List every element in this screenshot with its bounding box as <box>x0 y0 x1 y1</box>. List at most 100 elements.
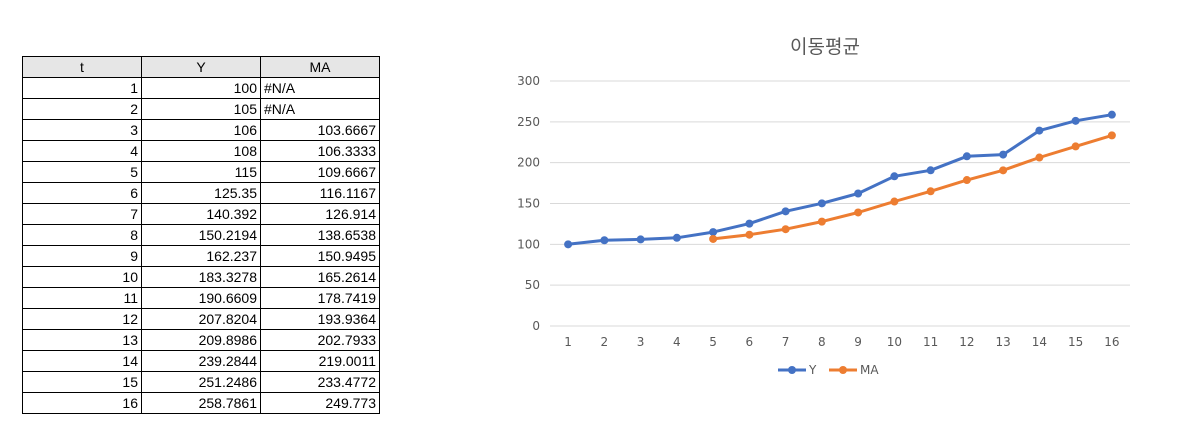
cell-y[interactable]: 209.8986 <box>141 329 261 351</box>
data-point-ma[interactable] <box>1035 153 1044 162</box>
y-tick-label: 250 <box>517 115 540 129</box>
data-point-ma[interactable] <box>781 225 790 234</box>
cell-ma[interactable]: 150.9495 <box>260 245 380 267</box>
cell-ma[interactable]: 193.9364 <box>260 308 380 330</box>
data-point-ma[interactable] <box>817 217 826 226</box>
cell-t[interactable]: 10 <box>22 266 142 288</box>
data-point-ma[interactable] <box>926 187 935 196</box>
table-row: 16 258.7861 249.773 <box>22 392 380 414</box>
cell-y[interactable]: 115 <box>141 161 261 183</box>
cell-ma[interactable]: 233.4772 <box>260 371 380 393</box>
cell-t[interactable]: 12 <box>22 308 142 330</box>
data-point-y[interactable] <box>781 207 790 216</box>
data-point-y[interactable] <box>709 228 718 237</box>
cell-y[interactable]: 207.8204 <box>141 308 261 330</box>
x-tick-label: 11 <box>923 335 938 349</box>
header-ma[interactable]: MA <box>260 56 380 78</box>
x-tick-label: 13 <box>995 335 1010 349</box>
cell-t[interactable]: 15 <box>22 371 142 393</box>
cell-t[interactable]: 6 <box>22 182 142 204</box>
cell-t[interactable]: 7 <box>22 203 142 225</box>
data-point-ma[interactable] <box>1071 142 1080 151</box>
cell-y[interactable]: 190.6609 <box>141 287 261 309</box>
x-tick-label: 16 <box>1104 335 1119 349</box>
cell-ma[interactable]: 249.773 <box>260 392 380 414</box>
table-row: 13 209.8986 202.7933 <box>22 329 380 351</box>
x-tick-label: 15 <box>1068 335 1083 349</box>
cell-t[interactable]: 3 <box>22 119 142 141</box>
cell-ma[interactable]: 103.6667 <box>260 119 380 141</box>
cell-t[interactable]: 4 <box>22 140 142 162</box>
cell-ma[interactable]: 126.914 <box>260 203 380 225</box>
legend[interactable]: Y MA <box>778 363 879 377</box>
series-y[interactable] <box>564 110 1116 249</box>
data-point-y[interactable] <box>854 189 863 198</box>
cell-y[interactable]: 140.392 <box>141 203 261 225</box>
data-point-y[interactable] <box>600 236 609 245</box>
data-point-ma[interactable] <box>999 166 1008 175</box>
data-point-y[interactable] <box>999 150 1008 159</box>
data-point-y[interactable] <box>1071 116 1080 125</box>
cell-ma[interactable]: 116.1167 <box>260 182 380 204</box>
cell-ma[interactable]: #N/A <box>260 98 380 120</box>
cell-y[interactable]: 108 <box>141 140 261 162</box>
x-tick-label: 5 <box>709 335 717 349</box>
legend-item-ma[interactable]: MA <box>829 363 879 377</box>
cell-t[interactable]: 2 <box>22 98 142 120</box>
data-point-y[interactable] <box>636 235 645 244</box>
cell-ma[interactable]: 138.6538 <box>260 224 380 246</box>
data-point-y[interactable] <box>1035 126 1044 135</box>
cell-y[interactable]: 100 <box>141 77 261 99</box>
cell-y[interactable]: 183.3278 <box>141 266 261 288</box>
cell-y[interactable]: 105 <box>141 98 261 120</box>
data-point-ma[interactable] <box>962 176 971 185</box>
data-point-y[interactable] <box>564 240 573 249</box>
cell-y[interactable]: 239.2844 <box>141 350 261 372</box>
x-tick-label: 10 <box>887 335 902 349</box>
series-ma[interactable] <box>709 131 1116 243</box>
cell-t[interactable]: 11 <box>22 287 142 309</box>
data-point-ma[interactable] <box>854 208 863 217</box>
header-y[interactable]: Y <box>141 56 261 78</box>
table-row: 6 125.35 116.1167 <box>22 182 380 204</box>
cell-t[interactable]: 14 <box>22 350 142 372</box>
cell-ma[interactable]: 219.0011 <box>260 350 380 372</box>
cell-ma[interactable]: 106.3333 <box>260 140 380 162</box>
header-t[interactable]: t <box>22 56 142 78</box>
cell-t[interactable]: 9 <box>22 245 142 267</box>
data-point-ma[interactable] <box>709 234 718 243</box>
cell-y[interactable]: 251.2486 <box>141 371 261 393</box>
table-row: 5 115 109.6667 <box>22 161 380 183</box>
cell-t[interactable]: 13 <box>22 329 142 351</box>
cell-ma[interactable]: 178.7419 <box>260 287 380 309</box>
data-point-y[interactable] <box>1107 110 1116 119</box>
data-point-y[interactable] <box>926 166 935 175</box>
cell-ma[interactable]: 109.6667 <box>260 161 380 183</box>
data-point-ma[interactable] <box>890 197 899 206</box>
data-point-y[interactable] <box>890 172 899 181</box>
cell-y[interactable]: 106 <box>141 119 261 141</box>
data-point-ma[interactable] <box>745 230 754 239</box>
cell-y[interactable]: 150.2194 <box>141 224 261 246</box>
grid-lines <box>550 80 1130 327</box>
cell-y[interactable]: 162.237 <box>141 245 261 267</box>
data-table: t Y MA 1 100 #N/A 2 105 #N/A 3 106 103.6667 4 108 1… <box>22 56 380 414</box>
cell-ma[interactable]: 165.2614 <box>260 266 380 288</box>
cell-ma[interactable]: 202.7933 <box>260 329 380 351</box>
legend-item-y[interactable]: Y <box>778 363 817 377</box>
table-row: 1 100 #N/A <box>22 77 380 99</box>
cell-t[interactable]: 5 <box>22 161 142 183</box>
data-point-y[interactable] <box>962 152 971 161</box>
x-tick-label: 12 <box>959 335 974 349</box>
data-point-y[interactable] <box>672 233 681 242</box>
cell-y[interactable]: 258.7861 <box>141 392 261 414</box>
data-point-ma[interactable] <box>1107 131 1116 140</box>
cell-y[interactable]: 125.35 <box>141 182 261 204</box>
data-point-y[interactable] <box>745 219 754 228</box>
cell-t[interactable]: 16 <box>22 392 142 414</box>
cell-t[interactable]: 8 <box>22 224 142 246</box>
cell-t[interactable]: 1 <box>22 77 142 99</box>
data-point-y[interactable] <box>817 199 826 208</box>
cell-ma[interactable]: #N/A <box>260 77 380 99</box>
